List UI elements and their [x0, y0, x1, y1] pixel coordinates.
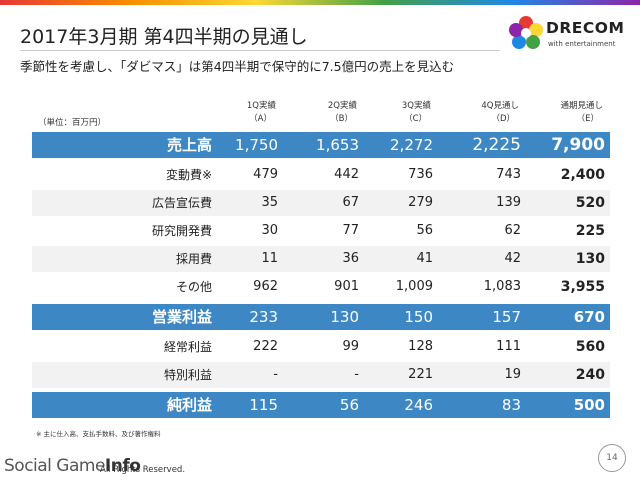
table-row-extraordinary-profit: 特別利益 - - 221 19 240	[32, 362, 610, 388]
col-header-3q: 3Q実績 （C）	[401, 101, 431, 124]
cell-1q: 1,750	[235, 136, 278, 154]
cell-fy: 670	[573, 308, 605, 326]
table-row-rnd: 研究開発費 30 77 56 62 225	[32, 218, 610, 244]
col-header-4q: 4Q見通し （D）	[481, 101, 519, 124]
watermark-text-bold: Info	[104, 456, 141, 476]
cell-3q: 221	[408, 367, 433, 382]
row-label: 広告宣伝費	[151, 196, 212, 210]
cell-1q: 115	[249, 396, 278, 414]
cell-1q: 962	[253, 279, 278, 294]
cell-3q: 56	[416, 223, 433, 238]
unit-label: （単位：百万円）	[38, 118, 107, 128]
row-label: 変動費※	[165, 168, 212, 182]
table-row-recruiting: 採用費 11 36 41 42 130	[32, 246, 610, 272]
col-header-fy: 通期見通し （E）	[560, 101, 603, 124]
cell-2q: 442	[334, 167, 359, 182]
cell-2q: 56	[339, 396, 359, 414]
cell-3q: 1,009	[395, 279, 433, 294]
table-row-net-profit: 純利益 115 56 246 83 500	[32, 392, 610, 418]
cell-fy: 225	[575, 223, 605, 239]
logo-tagline: with entertainment	[548, 40, 616, 48]
cell-2q: 1,653	[316, 136, 359, 154]
cell-1q: 222	[253, 339, 278, 354]
page-subtitle: 季節性を考慮し、「ダビマス」は第4四半期で保守的に7.5億円の売上を見込む	[20, 59, 455, 74]
cell-4q: 42	[504, 251, 521, 266]
flower-logo-icon	[509, 16, 543, 49]
cell-fy: 520	[575, 195, 605, 211]
cell-1q: 11	[261, 251, 278, 266]
cell-4q: 2,225	[472, 135, 521, 155]
table-row-advertising: 広告宣伝費 35 67 279 139 520	[32, 190, 610, 216]
cell-fy: 500	[573, 396, 605, 414]
footnote: ※ 主に仕入高、支払手数料、及び著作権料	[36, 430, 161, 438]
cell-4q: 83	[501, 396, 521, 414]
cell-2q: -	[354, 367, 359, 382]
table-row-sales: 売上高 1,750 1,653 2,272 2,225 7,900	[32, 132, 610, 158]
cell-3q: 246	[404, 396, 433, 414]
cell-fy: 2,400	[560, 167, 605, 183]
cell-fy: 130	[575, 251, 605, 267]
table-row-operating-profit: 営業利益 233 130 150 157 670	[32, 304, 610, 330]
cell-fy: 240	[575, 367, 605, 383]
row-label: 売上高	[166, 136, 212, 154]
cell-3q: 279	[408, 195, 433, 210]
cell-2q: 130	[330, 308, 359, 326]
row-label: 研究開発費	[151, 224, 212, 238]
cell-4q: 111	[496, 339, 521, 354]
cell-3q: 41	[416, 251, 433, 266]
cell-4q: 743	[496, 167, 521, 182]
cell-1q: 479	[253, 167, 278, 182]
page-number: 14	[598, 444, 626, 472]
table-row-variable-cost: 変動費※ 479 442 736 743 2,400	[32, 162, 610, 188]
table-row-other: その他 962 901 1,009 1,083 3,955	[32, 274, 610, 300]
cell-2q: 99	[342, 339, 359, 354]
copyright: All Rights Reserved.	[100, 465, 186, 475]
cell-1q: 30	[261, 223, 278, 238]
logo-name: DRECOM	[546, 19, 625, 37]
cell-1q: -	[273, 367, 278, 382]
row-label: 経常利益	[163, 340, 212, 354]
row-label: 特別利益	[163, 368, 212, 382]
cell-1q: 233	[249, 308, 278, 326]
row-label: 純利益	[166, 396, 212, 414]
table-row-ordinary-profit: 経常利益 222 99 128 111 560	[32, 334, 610, 360]
row-label: 営業利益	[151, 308, 212, 326]
cell-fy: 3,955	[560, 279, 605, 295]
cell-4q: 19	[504, 367, 521, 382]
cell-1q: 35	[261, 195, 278, 210]
cell-fy: 7,900	[551, 135, 605, 155]
top-color-bar	[0, 0, 640, 5]
title-divider	[20, 50, 500, 51]
col-header-1q: 1Q実績 （A）	[246, 101, 276, 124]
cell-3q: 150	[404, 308, 433, 326]
cell-4q: 139	[496, 195, 521, 210]
cell-4q: 1,083	[483, 279, 521, 294]
cell-2q: 77	[342, 223, 359, 238]
cell-3q: 736	[408, 167, 433, 182]
cell-2q: 67	[342, 195, 359, 210]
row-label: 採用費	[175, 252, 212, 266]
row-label: その他	[175, 280, 212, 294]
cell-4q: 157	[492, 308, 521, 326]
page-title: 2017年3月期 第4四半期の見通し	[20, 26, 308, 48]
watermark: Social GameInfo	[4, 456, 141, 476]
cell-3q: 2,272	[390, 136, 433, 154]
cell-2q: 36	[342, 251, 359, 266]
cell-3q: 128	[408, 339, 433, 354]
cell-fy: 560	[575, 339, 605, 355]
drecom-logo: DRECOM with entertainment	[508, 14, 630, 54]
cell-2q: 901	[334, 279, 359, 294]
cell-4q: 62	[504, 223, 521, 238]
watermark-text: Social Game	[4, 456, 105, 476]
col-header-2q: 2Q実績 （B）	[327, 101, 357, 124]
